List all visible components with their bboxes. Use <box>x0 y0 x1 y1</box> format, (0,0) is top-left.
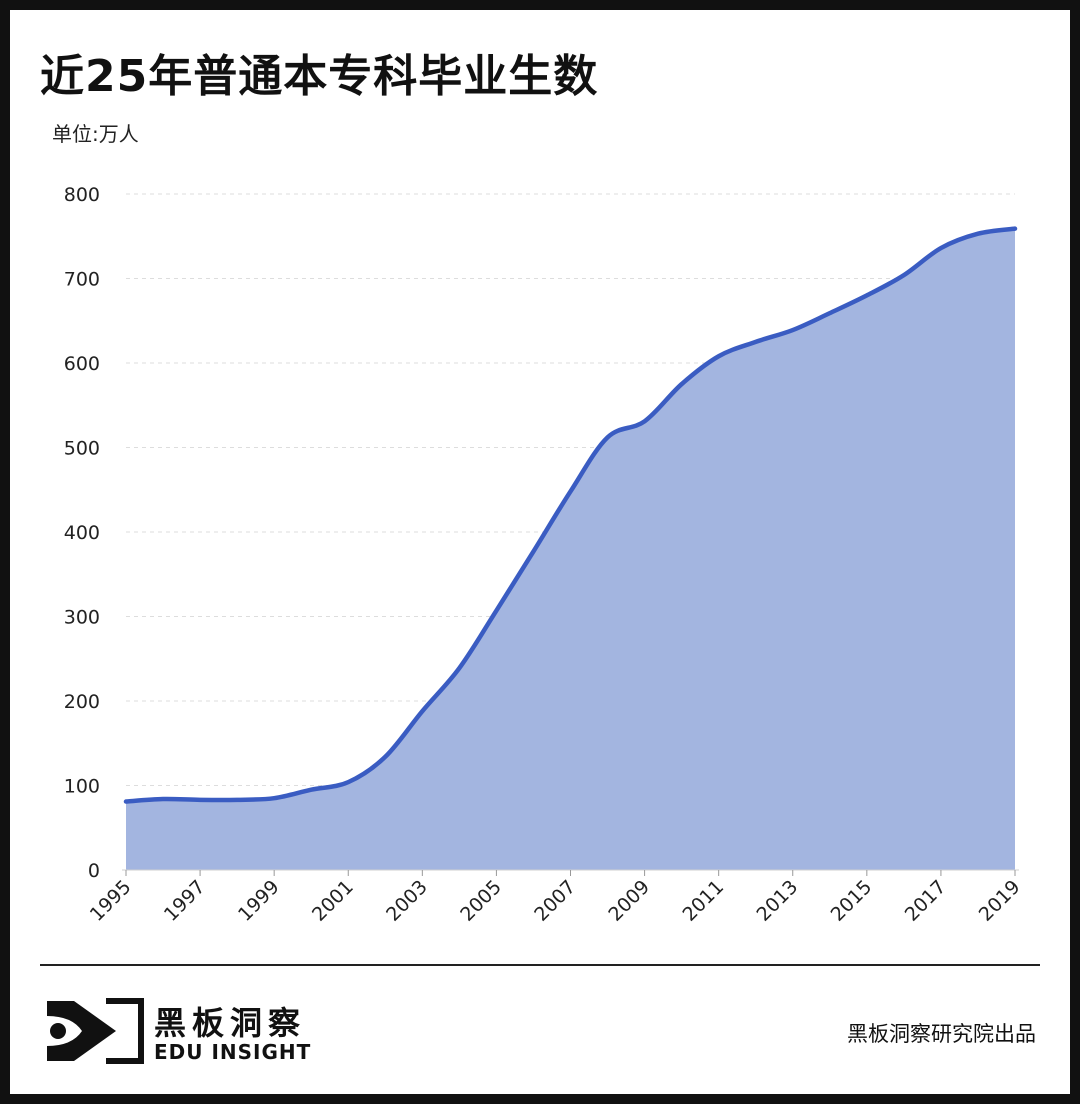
x-tick-label-2007: 2007 <box>530 876 580 926</box>
y-tick-label-700: 700 <box>64 269 100 291</box>
y-tick-label-300: 300 <box>64 607 100 629</box>
y-tick-label-500: 500 <box>64 438 100 460</box>
y-tick-label-200: 200 <box>64 691 100 713</box>
eye-logo-icon <box>44 998 144 1064</box>
y-tick-label-400: 400 <box>64 522 100 544</box>
x-tick-label-1995: 1995 <box>86 876 136 926</box>
chart-title: 近25年普通本专科毕业生数 <box>40 51 599 102</box>
brand-name-en: EDU INSIGHT <box>154 1040 312 1064</box>
y-tick-label-600: 600 <box>64 353 100 375</box>
x-tick-label-2013: 2013 <box>753 876 803 926</box>
x-tick-label-2003: 2003 <box>382 876 432 926</box>
x-tick-label-2019: 2019 <box>975 876 1025 926</box>
x-tick-label-1999: 1999 <box>234 876 284 926</box>
y-tick-label-800: 800 <box>64 184 100 206</box>
source-credit: 黑板洞察研究院出品 <box>847 1022 1036 1046</box>
x-tick-label-1997: 1997 <box>160 876 210 926</box>
x-tick-label-2005: 2005 <box>456 876 506 926</box>
x-tick-label-2017: 2017 <box>901 876 951 926</box>
x-tick-label-2009: 2009 <box>604 876 654 926</box>
x-tick-label-2001: 2001 <box>308 876 358 926</box>
area-fill <box>126 228 1015 870</box>
y-tick-label-0: 0 <box>88 860 100 882</box>
y-tick-label-100: 100 <box>64 776 100 798</box>
x-tick-label-2011: 2011 <box>678 876 728 926</box>
footer-divider <box>40 964 1040 966</box>
unit-label: 单位:万人 <box>52 122 139 146</box>
series-line <box>123 226 1018 804</box>
x-tick-label-2015: 2015 <box>827 876 877 926</box>
brand-name-cn: 黑板洞察 <box>154 1004 307 1042</box>
